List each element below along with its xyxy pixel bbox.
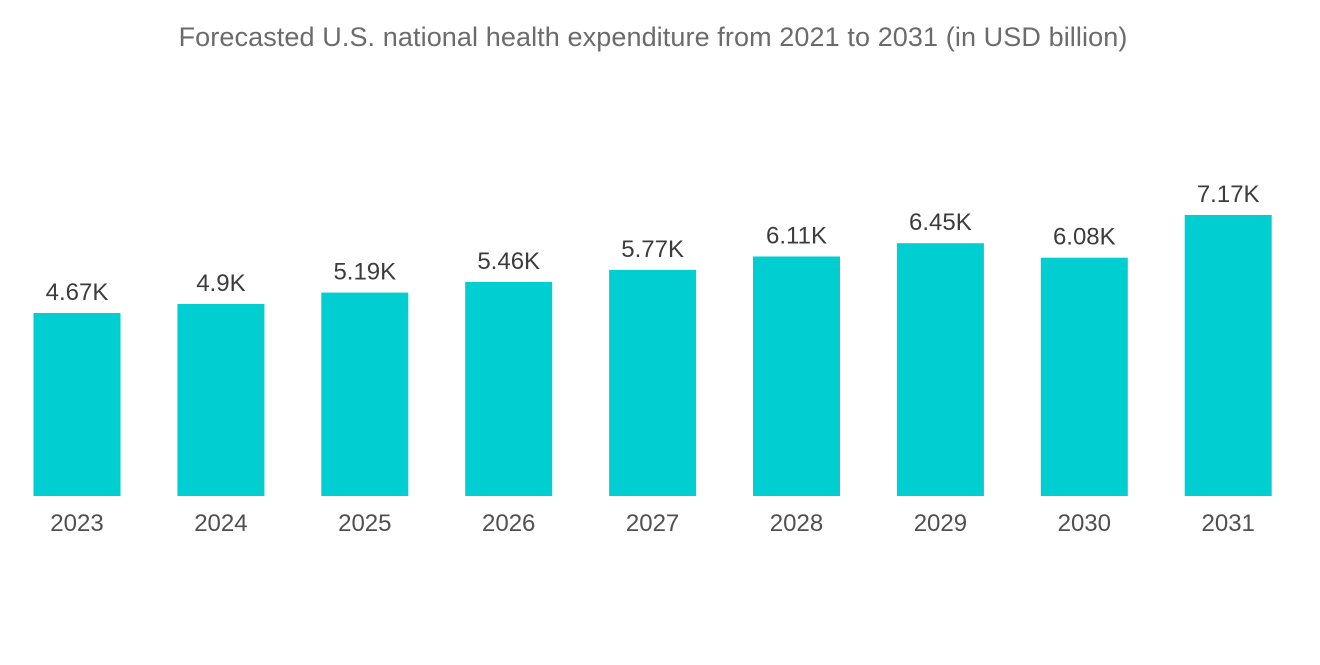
bar-2027 <box>609 269 697 496</box>
bar-2029 <box>896 243 984 496</box>
x-tick-label-2026: 2026 <box>482 510 535 537</box>
bar-2030 <box>1040 257 1128 496</box>
bar-2028 <box>753 256 840 496</box>
data-label-2030: 6.08K <box>1053 224 1116 251</box>
x-tick-label-2025: 2025 <box>338 510 391 537</box>
bar-2026 <box>465 282 553 496</box>
x-tick-label-2030: 2030 <box>1058 510 1111 537</box>
bar-2023 <box>33 313 121 496</box>
data-labels-group: 4.67K 4.9K 5.19K 5.46K 5.77K 6.11K 6.45K 6.08K 7… <box>46 181 1260 306</box>
data-label-2024: 4.9K <box>196 270 245 297</box>
chart-title: Forecasted U.S. national health expendit… <box>178 22 1128 52</box>
data-label-2023: 4.67K <box>46 279 109 306</box>
bar-2024 <box>177 304 265 496</box>
data-label-2026: 5.46K <box>477 248 540 275</box>
bar-2025 <box>321 292 409 496</box>
data-label-2031: 7.17K <box>1197 181 1260 208</box>
bars-group <box>33 215 1272 496</box>
x-tick-label-2027: 2027 <box>626 510 679 537</box>
data-label-2027: 5.77K <box>621 236 684 263</box>
x-tick-label-2029: 2029 <box>914 510 967 537</box>
x-tick-label-2028: 2028 <box>770 510 823 537</box>
x-tick-label-2031: 2031 <box>1202 510 1255 537</box>
data-label-2025: 5.19K <box>333 259 396 286</box>
data-label-2029: 6.45K <box>909 209 972 236</box>
x-tick-label-2023: 2023 <box>50 510 103 537</box>
x-tick-labels-group: 2023 2024 2025 2026 2027 2028 2029 2030 2031 <box>50 510 1255 537</box>
bar-2031 <box>1184 215 1272 496</box>
x-tick-label-2024: 2024 <box>194 510 247 537</box>
data-label-2028: 6.11K <box>766 223 827 250</box>
